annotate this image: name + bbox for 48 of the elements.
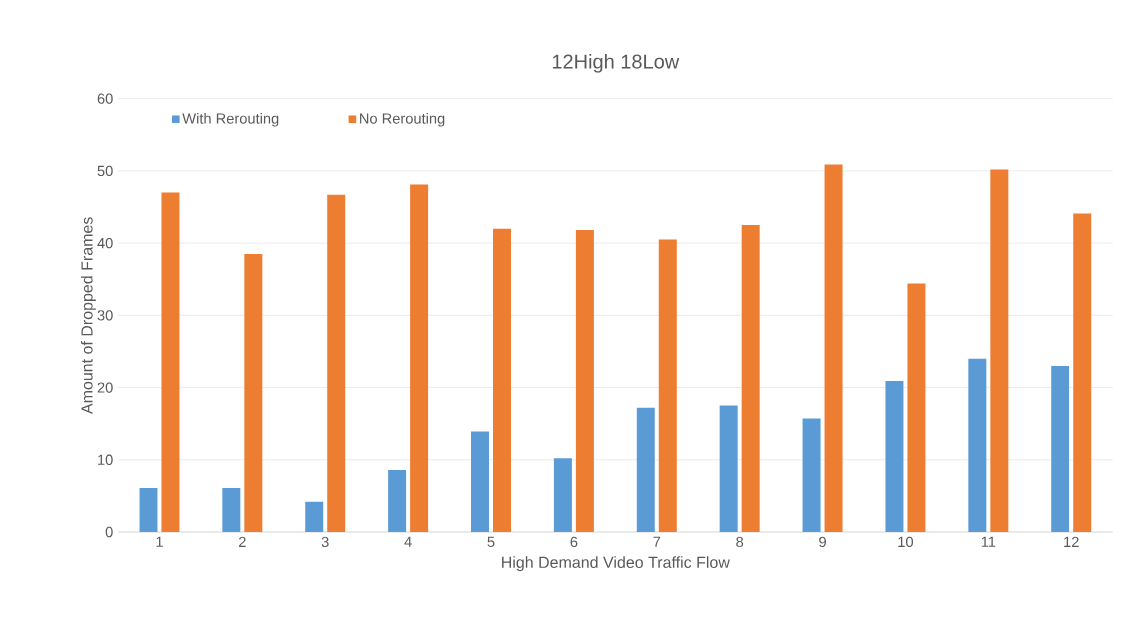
x-tick-label: 2: [238, 536, 246, 547]
legend-label: With Rerouting: [182, 112, 279, 127]
x-tick-label: 6: [570, 536, 578, 548]
x-tick-label: 4: [404, 536, 412, 547]
x-tick-label: 9: [819, 536, 826, 548]
x-tick-label: 5: [487, 536, 495, 547]
bar: [222, 487, 241, 532]
y-tick-label: 0: [105, 526, 113, 538]
bar: [575, 230, 594, 532]
bar: [471, 431, 489, 532]
y-tick-label: 50: [97, 165, 113, 177]
y-tick-label: 60: [97, 93, 113, 104]
bar: [388, 469, 407, 532]
x-axis-title: High Demand Video Traffic Flow: [502, 556, 730, 572]
bar: [741, 225, 760, 532]
y-axis-title: Amount of Dropped Frames: [80, 217, 96, 415]
bar: [305, 501, 324, 532]
x-tick-label: 1: [156, 536, 163, 547]
bar: [553, 458, 572, 532]
bar: [990, 169, 1009, 532]
x-tick-label: 7: [653, 536, 661, 547]
x-tick-label: 3: [321, 536, 329, 548]
bar: [658, 239, 677, 532]
bar: [719, 405, 738, 532]
bar: [802, 418, 821, 532]
bar: [1073, 213, 1092, 532]
y-tick-label: 20: [97, 382, 113, 393]
y-tick-label: 40: [97, 237, 113, 249]
chart-title: 12High 18Low: [552, 53, 680, 73]
bar: [907, 283, 926, 532]
x-tick-label: 10: [898, 536, 914, 548]
x-tick-label: 11: [981, 536, 996, 547]
bar: [493, 228, 512, 532]
bar: [139, 487, 158, 532]
bar: [161, 192, 180, 532]
bar: [824, 164, 843, 532]
bar: [636, 407, 655, 532]
bar: [327, 194, 346, 532]
bar: [968, 358, 987, 532]
bar: [244, 253, 263, 532]
legend-label: No Rerouting: [360, 112, 445, 127]
x-tick-label: 12: [1064, 536, 1079, 547]
bar: [885, 381, 904, 532]
bar: [410, 184, 429, 532]
y-tick-label: 30: [97, 310, 113, 321]
x-tick-label: 8: [736, 536, 744, 548]
bar: [1051, 365, 1070, 532]
y-tick-label: 10: [98, 454, 113, 465]
